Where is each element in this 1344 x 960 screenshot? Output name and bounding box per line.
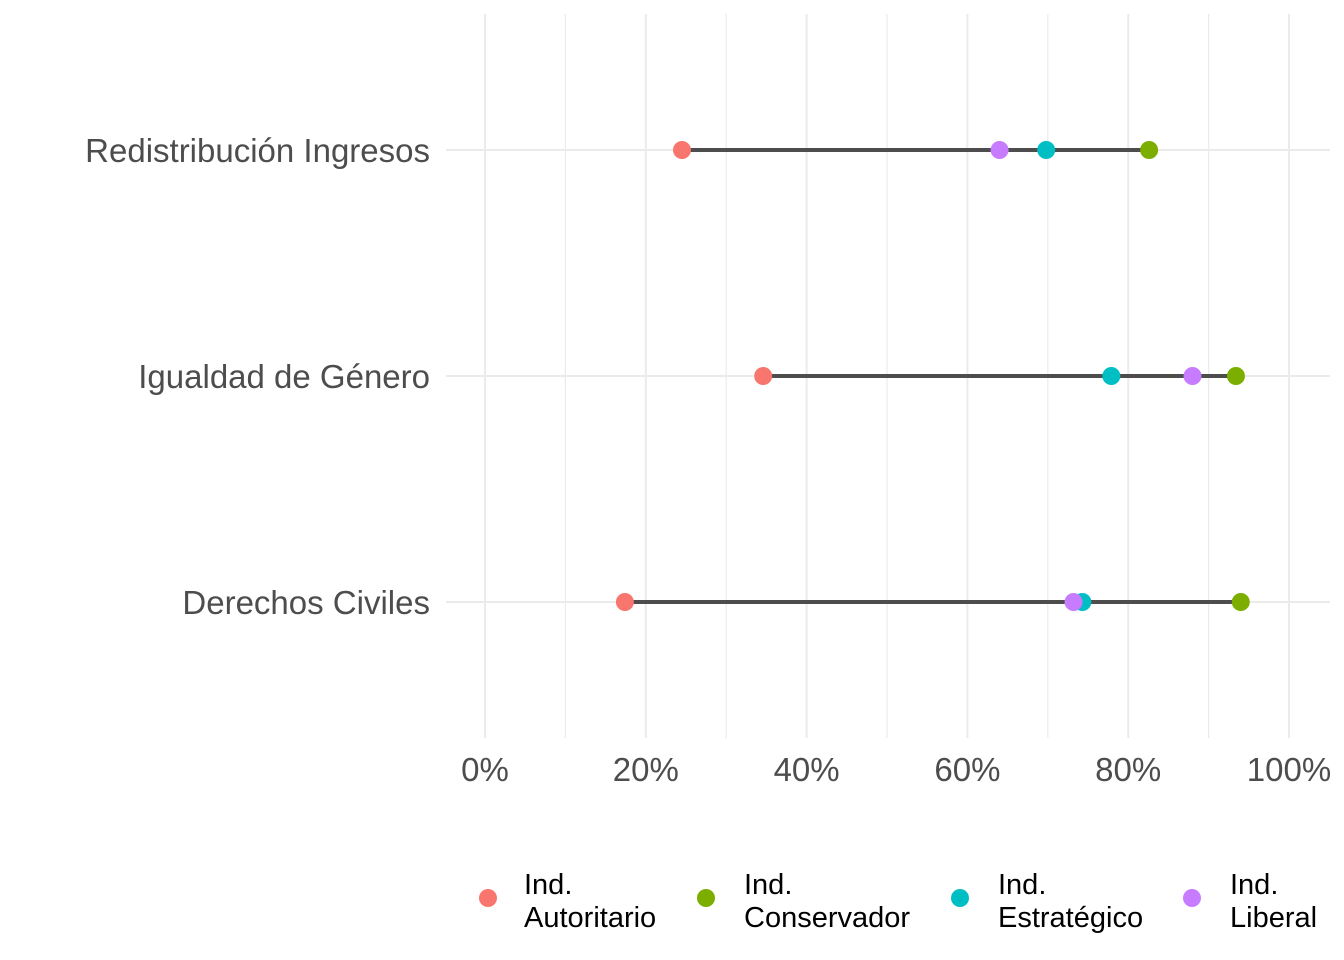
legend: Ind.AutoritarioInd.ConservadorInd.Estrat… (479, 869, 1317, 934)
range-lines (624, 148, 1241, 604)
point-ind-liberal-derechos-civiles (1064, 593, 1083, 611)
legend-key-ind-autoritario (479, 889, 497, 907)
legend-label-ind-autoritario: Autoritario (524, 902, 656, 934)
category-label-igualdad-de-genero: Igualdad de Género (138, 358, 430, 395)
point-ind-conservador-redistribucion-ingresos (1140, 141, 1159, 159)
legend-label-ind-liberal: Liberal (1230, 902, 1317, 934)
legend-key-ind-estrategico (951, 889, 969, 907)
legend-label-ind-estrategico: Ind. (998, 869, 1046, 901)
x-tick-label: 20% (613, 751, 679, 788)
point-ind-liberal-redistribucion-ingresos (990, 141, 1009, 159)
legend-label-ind-estrategico: Estratégico (998, 902, 1143, 934)
legend-label-ind-conservador: Ind. (744, 869, 792, 901)
point-ind-autoritario-igualdad-de-genero (754, 367, 773, 385)
category-labels: Redistribución Ingresos Igualdad de Géner… (85, 132, 430, 621)
x-tick-label: 60% (934, 751, 1000, 788)
legend-label-ind-conservador: Conservador (744, 902, 910, 934)
point-ind-autoritario-derechos-civiles (615, 593, 634, 611)
data-points (615, 141, 1250, 611)
x-tick-label: 0% (461, 751, 509, 788)
x-axis-tick-labels: 0% 20% 40% 60% 80% 100% (461, 751, 1331, 788)
x-tick-label: 100% (1247, 751, 1331, 788)
legend-label-ind-liberal: Ind. (1230, 869, 1278, 901)
legend-key-ind-liberal (1183, 889, 1201, 907)
point-ind-conservador-derechos-civiles (1231, 593, 1250, 611)
point-ind-autoritario-redistribucion-ingresos (672, 141, 691, 159)
point-ind-conservador-igualdad-de-genero (1226, 367, 1245, 385)
point-ind-estrategico-redistribucion-ingresos (1037, 141, 1056, 159)
legend-key-ind-conservador (697, 889, 715, 907)
category-label-derechos-civiles: Derechos Civiles (182, 584, 430, 621)
point-ind-estrategico-igualdad-de-genero (1102, 367, 1121, 385)
legend-label-ind-autoritario: Ind. (524, 869, 572, 901)
x-tick-label: 40% (774, 751, 840, 788)
category-label-redistribucion-ingresos: Redistribución Ingresos (85, 132, 430, 169)
x-tick-label: 80% (1095, 751, 1161, 788)
point-ind-liberal-igualdad-de-genero (1183, 367, 1202, 385)
